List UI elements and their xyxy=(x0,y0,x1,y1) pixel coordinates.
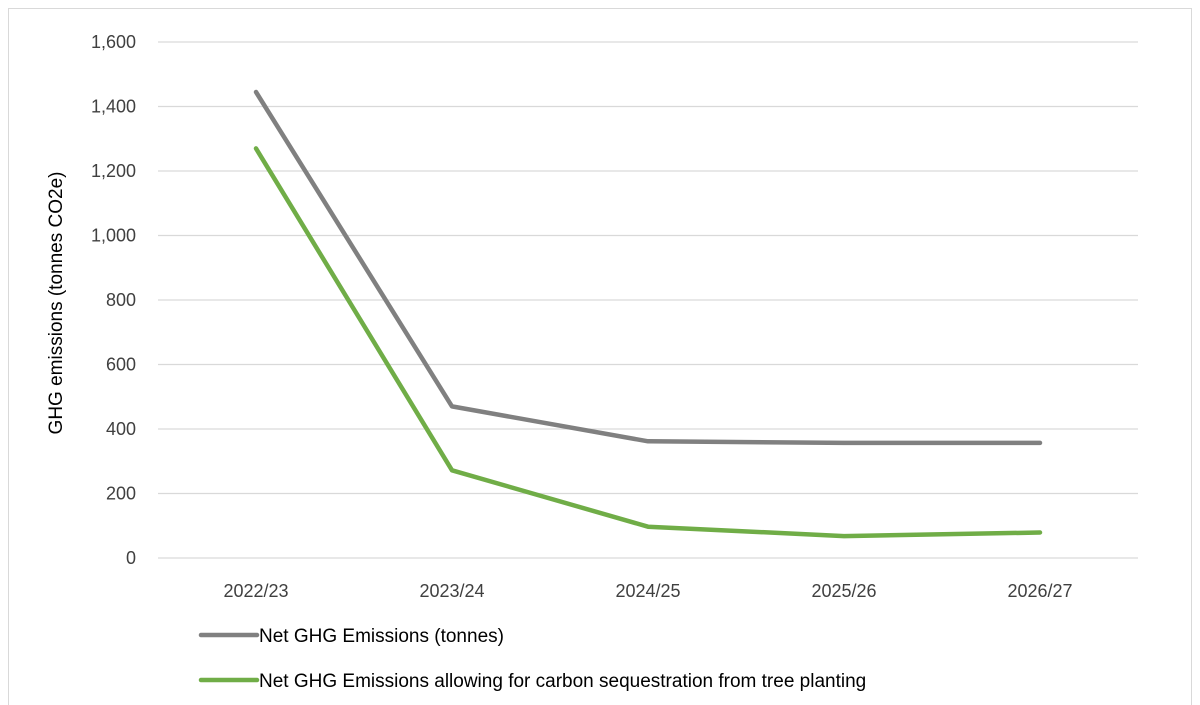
x-tick-label: 2022/23 xyxy=(223,581,288,601)
legend: Net GHG Emissions (tonnes) Net GHG Emissi… xyxy=(198,626,866,692)
y-tick-label: 1,200 xyxy=(91,161,136,181)
x-tick-label: 2023/24 xyxy=(419,581,484,601)
chart-frame xyxy=(8,8,1192,705)
y-tick-label: 200 xyxy=(106,484,136,504)
y-tick-label: 600 xyxy=(106,355,136,375)
y-tick-label: 1,400 xyxy=(91,97,136,117)
y-axis-tick-labels: 0 200 400 600 800 1,000 1,200 1,400 1,600 xyxy=(91,32,136,568)
y-tick-label: 0 xyxy=(126,548,136,568)
x-tick-label: 2024/25 xyxy=(615,581,680,601)
y-tick-label: 400 xyxy=(106,419,136,439)
y-tick-label: 1,600 xyxy=(91,32,136,52)
y-tick-label: 1,000 xyxy=(91,226,136,246)
x-tick-label: 2025/26 xyxy=(811,581,876,601)
y-tick-label: 800 xyxy=(106,290,136,310)
y-axis-title: GHG emissions (tonnes CO2e) xyxy=(46,172,67,435)
legend-label-2: Net GHG Emissions allowing for carbon se… xyxy=(259,671,866,692)
legend-label-1: Net GHG Emissions (tonnes) xyxy=(259,626,504,647)
x-tick-label: 2026/27 xyxy=(1007,581,1072,601)
series-lines xyxy=(253,89,1043,539)
series-line-2 xyxy=(253,146,1043,539)
series-line-1 xyxy=(253,89,1043,446)
x-axis-tick-labels: 2022/23 2023/24 2024/25 2025/26 2026/27 xyxy=(223,581,1072,601)
gridlines xyxy=(158,41,1138,559)
